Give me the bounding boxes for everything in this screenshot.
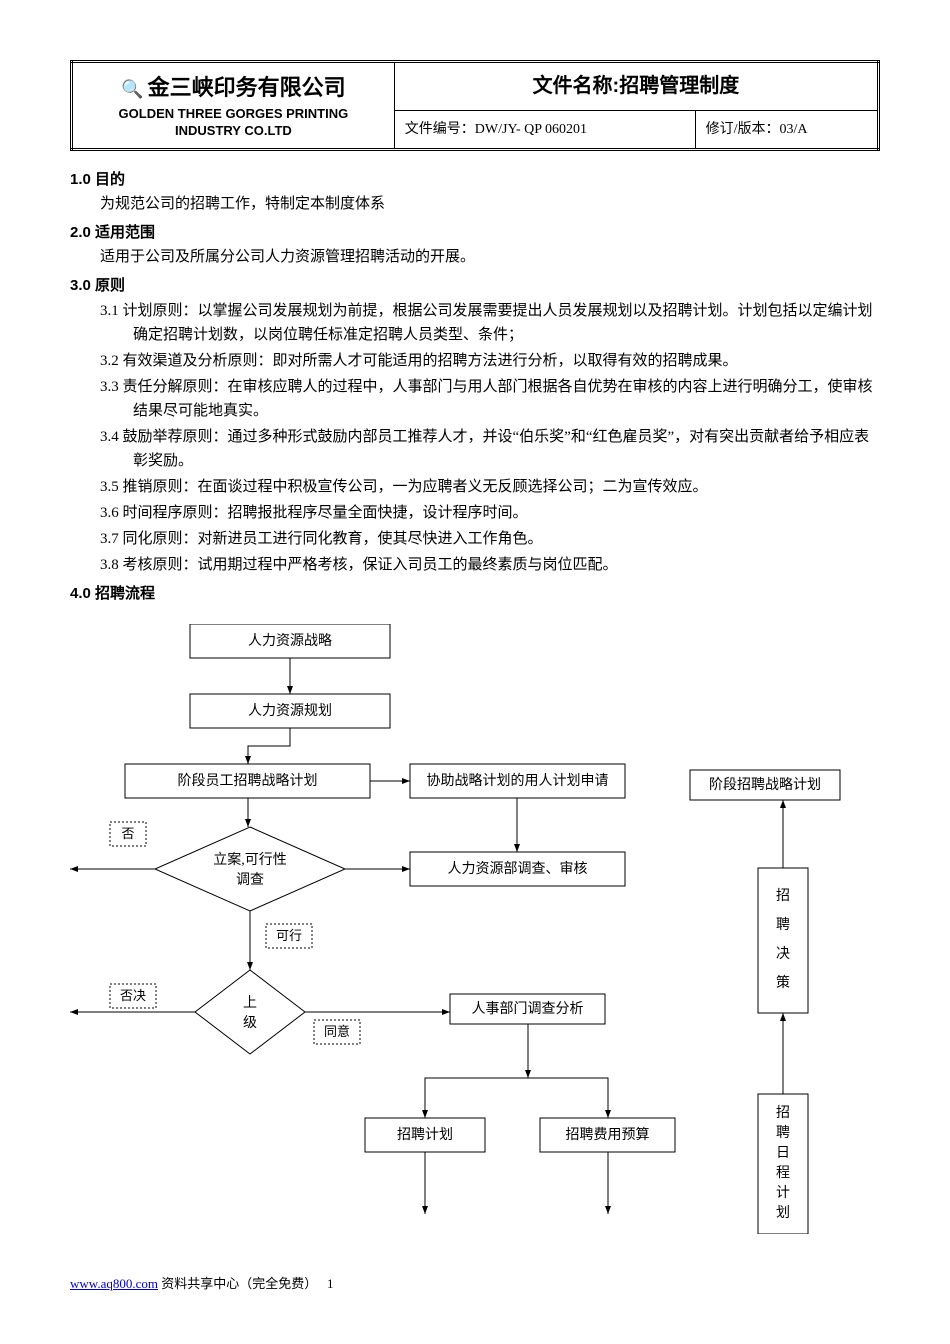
svg-text:否决: 否决	[120, 988, 146, 1003]
svg-text:阶段员工招聘战略计划: 阶段员工招聘战略计划	[178, 773, 318, 789]
footer-text: 资料共享中心（完全免费）	[158, 1276, 317, 1291]
svg-text:人力资源战略: 人力资源战略	[248, 633, 332, 649]
principle-3-7: 3.7 同化原则：对新进员工进行同化教育，使其尽快进入工作角色。	[70, 527, 880, 551]
section-1-body: 为规范公司的招聘工作，特制定本制度体系	[70, 193, 880, 216]
svg-text:同意: 同意	[324, 1024, 350, 1039]
document-revision: 修订/版本：03/A	[695, 110, 878, 149]
section-2-body: 适用于公司及所属分公司人力资源管理招聘活动的开展。	[70, 246, 880, 269]
logo-cell: 🔍金三峡印务有限公司 GOLDEN THREE GORGES PRINTING …	[72, 62, 395, 150]
principle-3-4: 3.4 鼓励举荐原则：通过多种形式鼓励内部员工推荐人才，并设“伯乐奖”和“红色雇…	[70, 425, 880, 473]
section-2-heading: 2.0 适用范围	[70, 222, 880, 245]
svg-text:策: 策	[776, 974, 790, 991]
svg-text:划: 划	[776, 1205, 790, 1221]
svg-text:阶段招聘战略计划: 阶段招聘战略计划	[709, 777, 821, 793]
svg-text:聘: 聘	[776, 1125, 790, 1141]
principle-3-3: 3.3 责任分解原则：在审核应聘人的过程中，人事部门与用人部门根据各自优势在审核…	[70, 375, 880, 423]
page-number: 1	[327, 1276, 334, 1291]
svg-text:人力资源规划: 人力资源规划	[248, 703, 332, 719]
section-1-heading: 1.0 目的	[70, 169, 880, 192]
svg-text:聘: 聘	[776, 917, 790, 933]
svg-text:招: 招	[776, 1105, 790, 1121]
page-footer: www.aq800.com 资料共享中心（完全免费） 1	[70, 1274, 880, 1294]
flowchart-svg: 人力资源战略人力资源规划阶段员工招聘战略计划 协助战略计划的用人计划申请 阶段招聘战…	[70, 624, 880, 1234]
principle-3-8: 3.8 考核原则：试用期过程中严格考核，保证入司员工的最终素质与岗位匹配。	[70, 553, 880, 577]
document-title: 文件名称:招聘管理制度	[394, 62, 878, 111]
svg-text:人事部门调查分析: 人事部门调查分析	[472, 1001, 584, 1017]
principle-3-5: 3.5 推销原则：在面谈过程中积极宣传公司，一为应聘者义无反顾选择公司；二为宣传…	[70, 475, 880, 499]
svg-text:计: 计	[776, 1185, 790, 1201]
principle-3-6: 3.6 时间程序原则：招聘报批程序尽量全面快捷，设计程序时间。	[70, 501, 880, 525]
principle-3-1: 3.1 计划原则：以掌握公司发展规划为前提，根据公司发展需要提出人员发展规划以及…	[70, 299, 880, 347]
svg-text:否: 否	[121, 826, 134, 841]
svg-text:招聘费用预算: 招聘费用预算	[566, 1127, 650, 1143]
svg-text:协助战略计划的用人计划申请: 协助战略计划的用人计划申请	[427, 773, 609, 789]
company-name-cn: 🔍金三峡印务有限公司	[77, 71, 390, 104]
section-4-heading: 4.0 招聘流程	[70, 583, 880, 606]
svg-text:程: 程	[776, 1165, 790, 1181]
svg-text:级: 级	[243, 1015, 257, 1031]
svg-text:招: 招	[776, 888, 790, 904]
svg-text:招聘计划: 招聘计划	[397, 1127, 453, 1143]
svg-text:日: 日	[776, 1146, 790, 1161]
svg-text:上: 上	[243, 995, 257, 1011]
svg-text:调查: 调查	[236, 872, 264, 888]
document-number: 文件编号：DW/JY- QP 060201	[394, 110, 695, 149]
company-name-en: GOLDEN THREE GORGES PRINTING INDUSTRY CO…	[77, 106, 390, 140]
document-body: 1.0 目的 为规范公司的招聘工作，特制定本制度体系 2.0 适用范围 适用于公…	[70, 169, 880, 606]
document-header-table: 🔍金三峡印务有限公司 GOLDEN THREE GORGES PRINTING …	[70, 60, 880, 151]
footer-link[interactable]: www.aq800.com	[70, 1276, 158, 1291]
section-3-heading: 3.0 原则	[70, 275, 880, 298]
svg-text:决: 决	[776, 946, 790, 962]
recruitment-flowchart: 人力资源战略人力资源规划阶段员工招聘战略计划 协助战略计划的用人计划申请 阶段招聘战…	[70, 624, 880, 1234]
svg-text:立案,可行性: 立案,可行性	[213, 851, 287, 868]
svg-text:可行: 可行	[276, 928, 302, 943]
svg-text:人力资源部调查、审核: 人力资源部调查、审核	[448, 861, 588, 877]
principle-3-2: 3.2 有效渠道及分析原则：即对所需人才可能适用的招聘方法进行分析，以取得有效的…	[70, 349, 880, 373]
magnifier-icon: 🔍	[121, 79, 143, 99]
